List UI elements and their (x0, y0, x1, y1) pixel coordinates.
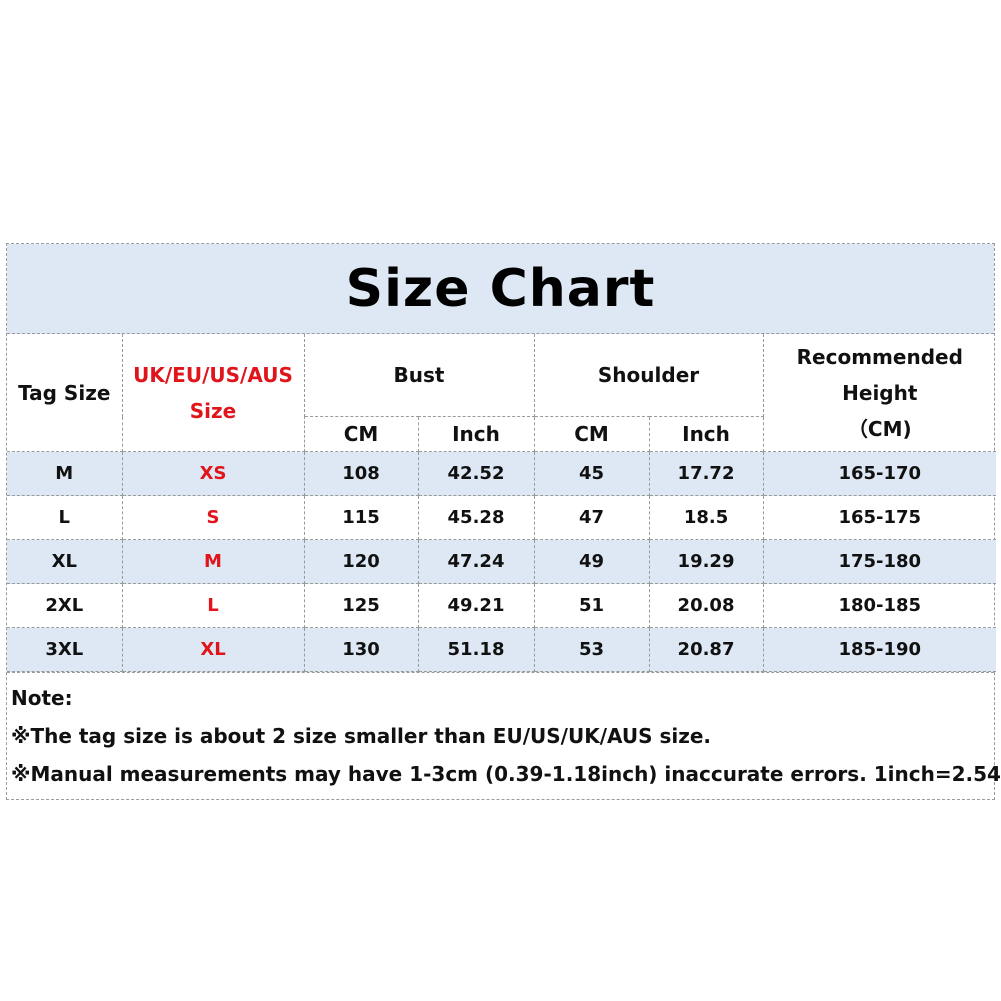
table-row: M XS 108 42.52 45 17.72 165-170 (7, 451, 997, 496)
header-bust: Bust (303, 334, 535, 417)
cell-shoulder-inch: 20.08 (648, 583, 764, 628)
subheader-bust-inch: Inch (417, 416, 535, 452)
note-label: Note: (11, 686, 73, 710)
subheader-shoulder-inch: Inch (648, 416, 764, 452)
cell-region-size: XS (121, 451, 305, 496)
header-height-line1: Recommended Height (796, 344, 963, 405)
cell-bust-cm: 108 (303, 451, 419, 496)
cell-tag-size: M (7, 451, 123, 496)
subheader-bust-cm: CM (304, 416, 419, 452)
table-row: 3XL XL 130 51.18 53 20.87 185-190 (7, 627, 997, 672)
cell-bust-cm: 120 (303, 539, 419, 584)
table-row: XL M 120 47.24 49 19.29 175-180 (7, 539, 997, 584)
header-region-line2: Size (189, 398, 237, 423)
header-shoulder: Shoulder (533, 334, 764, 417)
cell-tag-size: 3XL (7, 627, 123, 672)
cell-shoulder-cm: 45 (533, 451, 650, 496)
cell-bust-cm: 130 (303, 627, 419, 672)
chart-title: Size Chart (345, 258, 656, 319)
cell-height: 180-185 (762, 583, 997, 628)
cell-region-size: XL (121, 627, 305, 672)
header-region-line1: UK/EU/US/AUS (133, 362, 293, 387)
title-bar: Size Chart (7, 244, 994, 334)
cell-bust-inch: 49.21 (417, 583, 535, 628)
cell-shoulder-inch: 20.87 (648, 627, 764, 672)
cell-bust-inch: 42.52 (417, 451, 535, 496)
cell-shoulder-cm: 51 (533, 583, 650, 628)
cell-shoulder-cm: 47 (533, 495, 650, 540)
size-chart: Size Chart Tag Size UK/EU/US/AUS Size Bu… (6, 243, 1001, 800)
cell-bust-cm: 125 (303, 583, 419, 628)
cell-region-size: S (121, 495, 305, 540)
cell-tag-size: L (7, 495, 123, 540)
cell-height: 175-180 (762, 539, 997, 584)
table-row: 2XL L 125 49.21 51 20.08 180-185 (7, 583, 997, 628)
cell-shoulder-inch: 19.29 (648, 539, 764, 584)
cell-region-size: M (121, 539, 305, 584)
size-table: Tag Size UK/EU/US/AUS Size Bust Shoulder… (7, 334, 997, 672)
cell-bust-cm: 115 (303, 495, 419, 540)
subheader-shoulder-cm: CM (533, 416, 650, 452)
header-row: Tag Size UK/EU/US/AUS Size Bust Shoulder… (7, 334, 997, 452)
cell-height: 185-190 (762, 627, 997, 672)
cell-height: 165-170 (762, 451, 997, 496)
cell-shoulder-cm: 53 (533, 627, 650, 672)
cell-tag-size: 2XL (7, 583, 123, 628)
cell-region-size: L (121, 583, 305, 628)
cell-height: 165-175 (762, 495, 997, 540)
note-line-tag-size: ※The tag size is about 2 size smaller th… (11, 724, 712, 748)
cell-shoulder-inch: 17.72 (648, 451, 764, 496)
header-recommended-height: Recommended Height （CM) (762, 334, 997, 452)
cell-bust-inch: 51.18 (417, 627, 535, 672)
header-height-line2: （CM) (847, 416, 912, 441)
cell-bust-inch: 45.28 (417, 495, 535, 540)
header-region-size: UK/EU/US/AUS Size (121, 334, 305, 452)
subheader-row: CM Inch CM Inch (7, 416, 996, 452)
cell-tag-size: XL (7, 539, 123, 584)
cell-shoulder-inch: 18.5 (648, 495, 764, 540)
note-line-measurement: ※Manual measurements may have 1-3cm (0.3… (11, 762, 1001, 786)
notes-section: Note: ※The tag size is about 2 size smal… (7, 672, 1001, 799)
table-row: L S 115 45.28 47 18.5 165-175 (7, 495, 997, 540)
cell-shoulder-cm: 49 (533, 539, 650, 584)
header-tag-size: Tag Size (7, 334, 123, 452)
cell-bust-inch: 47.24 (417, 539, 535, 584)
